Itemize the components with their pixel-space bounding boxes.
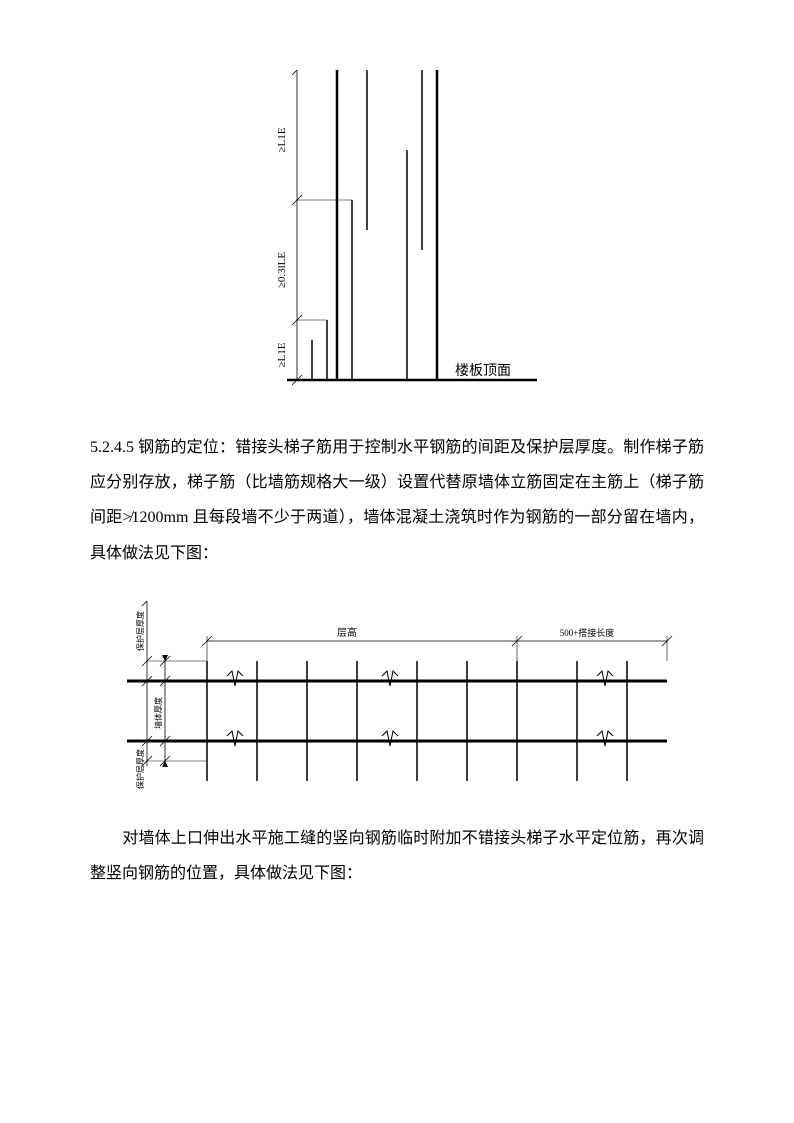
dim-top-label-2: 500+搭接长度: [560, 627, 615, 638]
paragraph-text: 钢筋的定位：错接头梯子筋用于控制水平钢筋的间距及保护层厚度。制作梯子筋应分别存放…: [90, 439, 704, 562]
vertical-rungs: [207, 661, 627, 781]
horizontal-bars: [127, 681, 667, 741]
dim-label-2: ≥0.3lLE: [276, 252, 288, 289]
dim-label-1: ≥L1E: [276, 127, 288, 152]
dimension-lines-left: [292, 70, 352, 385]
ladder-rebar-diagram: 层高 500+搭接长度: [117, 601, 677, 801]
left-dim-label-1: 保护层厚度: [135, 611, 145, 651]
top-dimension: 层高 500+搭接长度: [202, 626, 672, 661]
rebar-vertical-diagram: ≥L1E ≥0.3lLE ≥L1E 楼板顶面: [237, 70, 557, 410]
dim-label-3: ≥L1E: [276, 342, 288, 367]
vertical-bars: [312, 70, 437, 380]
section-number: 5.2.4.5: [90, 439, 138, 456]
left-dim-label-2: 墙体厚度: [153, 697, 163, 729]
paragraph-2: 对墙体上口伸出水平施工缝的竖向钢筋临时附加不错接头梯子水平定位筋，再次调整竖向钢…: [90, 821, 704, 891]
paragraph-2-text: 对墙体上口伸出水平施工缝的竖向钢筋临时附加不错接头梯子水平定位筋，再次调整竖向钢…: [90, 830, 704, 882]
floor-label: 楼板顶面: [455, 363, 511, 379]
left-dim-label-3: 保护层厚度: [135, 749, 145, 789]
paragraph-indent: [90, 830, 122, 847]
left-dimension: 保护层厚度 墙体厚度 保护层厚度: [135, 601, 207, 789]
paragraph-5245: 5.2.4.5 钢筋的定位：错接头梯子筋用于控制水平钢筋的间距及保护层厚度。制作…: [90, 430, 704, 571]
dim-top-label-1: 层高: [337, 626, 357, 639]
